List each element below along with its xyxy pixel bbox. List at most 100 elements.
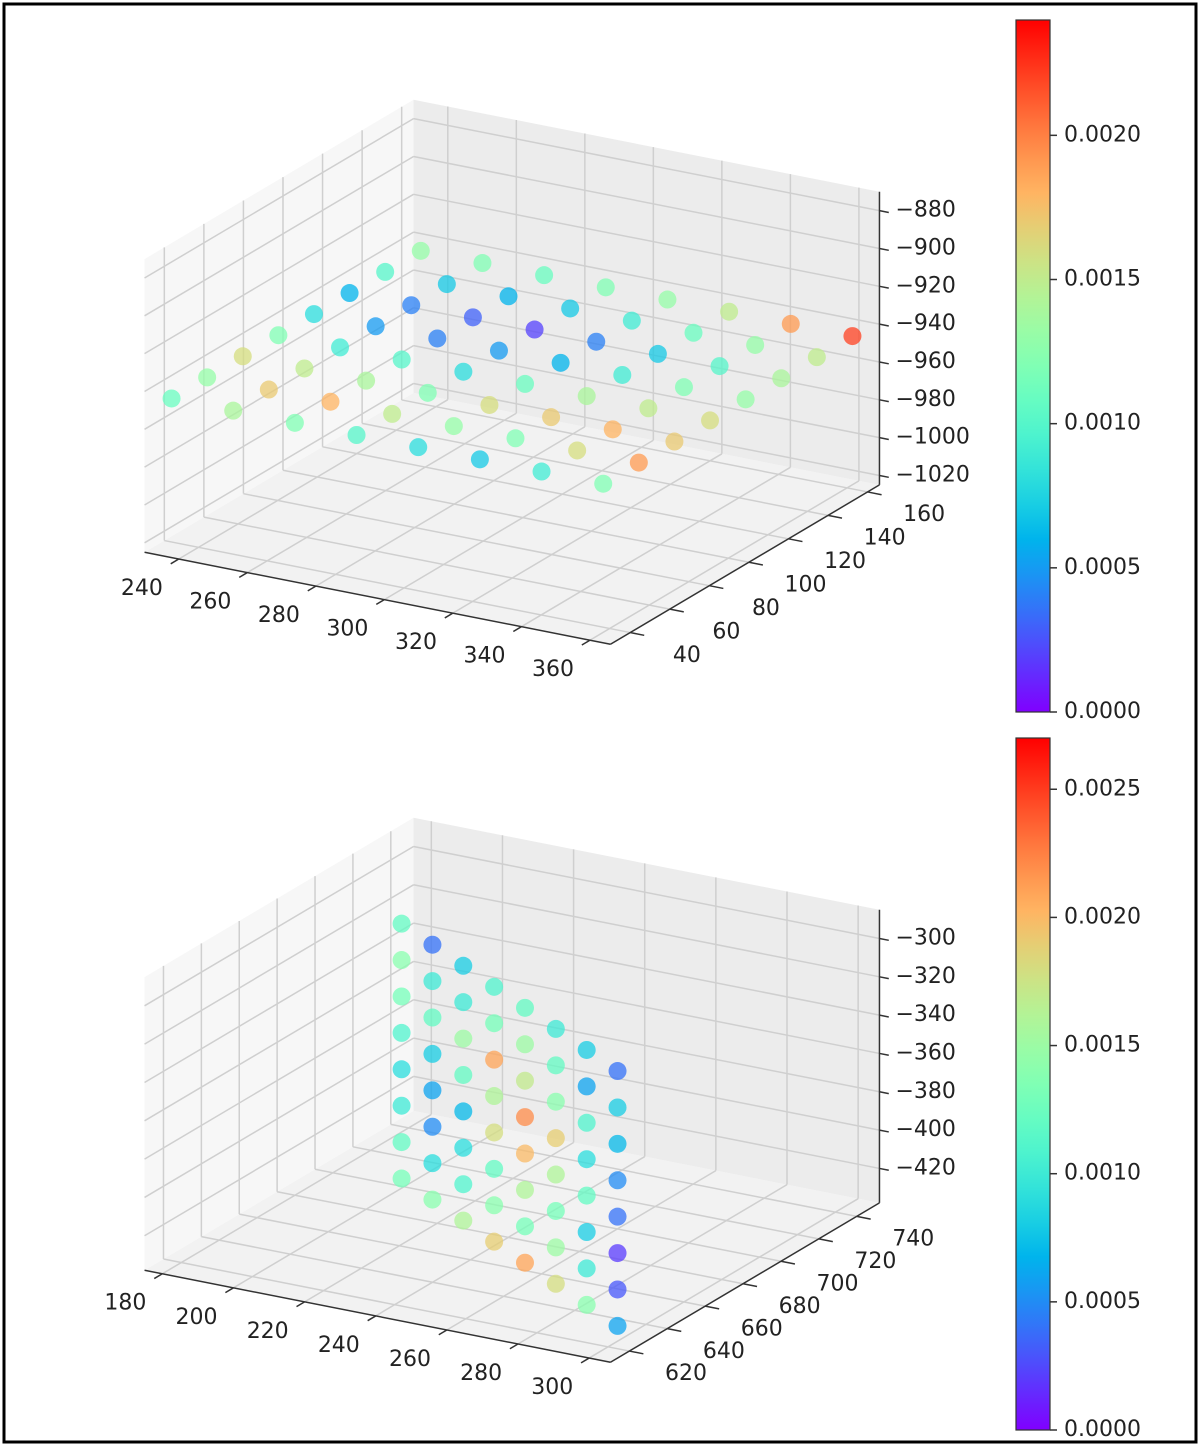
point xyxy=(454,1029,473,1048)
grid-line xyxy=(282,469,750,563)
point xyxy=(304,305,323,324)
point xyxy=(577,1223,596,1242)
y-tick-label: 680 xyxy=(779,1294,821,1319)
grid-line xyxy=(413,922,880,1016)
grid-line xyxy=(304,1141,574,1303)
point xyxy=(423,972,442,991)
colorbar-tick-label: 0.0010 xyxy=(1064,1161,1141,1186)
tick-mark xyxy=(225,1287,234,1294)
point xyxy=(577,1150,596,1169)
x-tick-label: 220 xyxy=(247,1319,289,1344)
point xyxy=(843,327,862,346)
grid-line xyxy=(203,516,670,610)
point xyxy=(608,1207,627,1226)
y-tick-label: 60 xyxy=(712,619,740,644)
point xyxy=(608,1062,627,1081)
point xyxy=(807,348,826,367)
point xyxy=(224,401,243,420)
point xyxy=(546,1056,565,1075)
point xyxy=(608,1171,627,1190)
point xyxy=(423,1008,442,1027)
tick-mark xyxy=(827,514,843,519)
point xyxy=(608,1098,627,1117)
point xyxy=(515,1180,534,1199)
tick-mark xyxy=(879,323,889,327)
colorbar xyxy=(1015,19,1051,713)
grid-line xyxy=(517,1184,788,1345)
x-tick-label: 240 xyxy=(121,576,163,601)
point xyxy=(392,1060,411,1079)
y-tick-label: 620 xyxy=(665,1361,707,1386)
point xyxy=(710,357,729,376)
y-tick-label: 700 xyxy=(817,1271,859,1296)
grid-line xyxy=(246,412,517,574)
point xyxy=(532,462,551,481)
tick-mark xyxy=(879,937,889,942)
point xyxy=(613,365,632,384)
point xyxy=(772,369,791,388)
grid-line xyxy=(144,922,414,1084)
tick-mark xyxy=(438,1329,448,1336)
tick-mark xyxy=(879,1167,889,1172)
point xyxy=(594,474,613,493)
tick-mark xyxy=(879,436,889,441)
point xyxy=(608,1244,627,1263)
point xyxy=(485,1014,504,1033)
point xyxy=(485,1050,504,1069)
colorbar-tick-label: 0.0010 xyxy=(1064,411,1141,436)
point xyxy=(781,314,800,333)
point xyxy=(357,371,376,390)
point xyxy=(577,1040,596,1059)
z-tick-label: −380 xyxy=(895,1079,955,1104)
point xyxy=(499,287,518,306)
grid-line xyxy=(233,1127,503,1289)
point xyxy=(259,380,278,399)
point xyxy=(392,1023,411,1042)
point xyxy=(428,329,447,348)
y-tick-label: 120 xyxy=(824,549,866,574)
point xyxy=(546,1201,565,1220)
point xyxy=(454,956,473,975)
point xyxy=(546,1165,565,1184)
z-tick-label: −920 xyxy=(895,273,955,298)
point xyxy=(454,1102,473,1121)
z-tick-label: −340 xyxy=(895,1002,955,1027)
point xyxy=(568,441,587,460)
grid-line xyxy=(446,1169,717,1331)
tick-mark xyxy=(879,361,889,365)
point xyxy=(515,1253,534,1272)
axis-line xyxy=(610,484,880,645)
tick-mark xyxy=(667,1327,682,1333)
tick-mark xyxy=(788,538,803,543)
left-pane xyxy=(144,99,414,553)
grid-line xyxy=(144,1037,414,1199)
point xyxy=(485,1159,504,1178)
point xyxy=(515,1144,534,1163)
point xyxy=(546,1019,565,1038)
point xyxy=(376,262,395,281)
grid-line xyxy=(144,193,414,355)
point xyxy=(485,1123,504,1142)
tick-mark xyxy=(705,1305,720,1310)
grid-line xyxy=(144,307,414,468)
grid-line xyxy=(375,1155,646,1317)
point xyxy=(608,1280,627,1299)
grid-line xyxy=(413,155,880,250)
colorbar-tick-label: 0.0000 xyxy=(1064,1417,1141,1442)
z-tick-label: −960 xyxy=(895,349,955,374)
point xyxy=(454,1138,473,1157)
point xyxy=(418,383,437,402)
tick-mark xyxy=(375,598,385,606)
z-tick-label: −940 xyxy=(895,311,955,336)
point xyxy=(596,278,615,297)
point xyxy=(516,374,535,393)
tick-mark xyxy=(367,1315,377,1322)
grid-line xyxy=(413,269,880,363)
colorbar-tick-label: 0.0025 xyxy=(1064,776,1141,801)
point xyxy=(648,344,667,363)
y-tick-label: 160 xyxy=(903,502,945,527)
floor-pane xyxy=(144,392,880,645)
tick-mark xyxy=(879,1014,889,1018)
point xyxy=(515,1035,534,1054)
